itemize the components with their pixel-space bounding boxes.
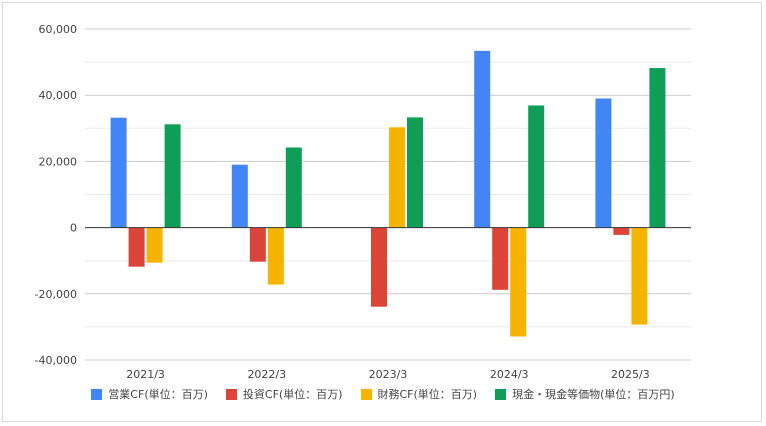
x-tick-label: 2022/3 — [247, 368, 286, 381]
bar-3-2021/3 — [146, 227, 163, 263]
legend-swatch — [495, 388, 507, 400]
bar-3-2025/3 — [631, 227, 648, 325]
legend: 営業CF(単位：百万) 投資CF(単位：百万) 財務CF(単位：百万) 現金・現金等価… — [3, 386, 763, 402]
legend-label: 現金・現金等価物(単位：百万円) — [512, 388, 675, 401]
legend-item: 投資CF(単位：百万) — [225, 386, 343, 402]
bar-3-2022/3 — [267, 227, 284, 285]
legend-label: 投資CF(単位：百万) — [242, 388, 343, 401]
x-tick-label: 2024/3 — [490, 368, 529, 381]
bar-4-2023/3 — [407, 117, 423, 228]
x-tick-label: 2023/3 — [369, 368, 408, 381]
legend-swatch — [91, 388, 103, 400]
bar-chart: 60,000 40,000 20,000 0 -20,000 -40,000 2021/3… — [35, 23, 691, 381]
legend-item: 現金・現金等価物(単位：百万円) — [495, 386, 675, 402]
bar-1-2025/3 — [595, 98, 612, 228]
bars — [110, 50, 666, 337]
x-tick-label: 2025/3 — [611, 368, 650, 381]
bar-3-2024/3 — [510, 227, 527, 337]
bar-4-2021/3 — [164, 124, 181, 228]
chart-frame: 60,000 40,000 20,000 0 -20,000 -40,000 2021/3… — [2, 2, 762, 422]
bar-1-2022/3 — [231, 164, 248, 228]
bar-1-2021/3 — [110, 117, 127, 228]
bar-3-2023/3 — [389, 127, 405, 228]
bar-1-2024/3 — [474, 50, 491, 228]
bar-2-2025/3 — [613, 227, 630, 235]
legend-item: 営業CF(単位：百万) — [91, 386, 208, 402]
bar-2-2021/3 — [128, 227, 145, 267]
y-tick-label: 40,000 — [39, 89, 78, 102]
legend-label: 営業CF(単位：百万) — [108, 388, 208, 401]
y-tick-label: 0 — [70, 222, 77, 235]
bar-2-2023/3 — [371, 227, 387, 307]
x-tick-label: 2021/3 — [126, 368, 165, 381]
bar-2-2022/3 — [249, 227, 266, 262]
legend-item: 財務CF(単位：百万) — [360, 386, 478, 402]
gridlines — [85, 28, 691, 361]
y-tick-label: -40,000 — [35, 354, 77, 367]
legend-label: 財務CF(単位：百万) — [377, 388, 478, 401]
bar-4-2024/3 — [528, 105, 545, 228]
y-axis: 60,000 40,000 20,000 0 -20,000 -40,000 — [35, 23, 77, 367]
y-tick-label: 20,000 — [39, 155, 78, 168]
x-axis: 2021/3 2022/3 2023/3 2024/3 2025/3 — [85, 227, 691, 381]
y-tick-label: 60,000 — [39, 23, 78, 36]
bar-4-2022/3 — [285, 147, 302, 228]
legend-swatch — [360, 388, 372, 400]
bar-4-2025/3 — [649, 68, 666, 228]
bar-2-2024/3 — [492, 227, 509, 290]
legend-swatch — [225, 388, 237, 400]
y-tick-label: -20,000 — [35, 288, 77, 301]
